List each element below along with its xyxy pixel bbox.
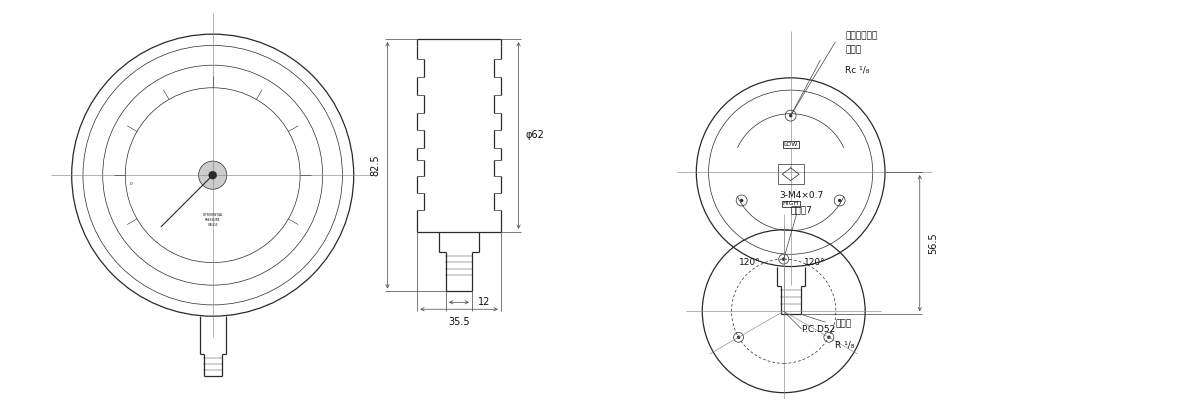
Text: HIGH: HIGH (782, 202, 799, 206)
Circle shape (789, 114, 792, 117)
Text: 120°: 120° (804, 258, 825, 267)
Text: φ62: φ62 (526, 130, 544, 140)
Text: R ¹/₈: R ¹/₈ (835, 340, 854, 349)
Circle shape (828, 336, 830, 339)
Circle shape (782, 258, 785, 260)
Text: Rc ¹/₈: Rc ¹/₈ (846, 66, 870, 75)
Text: 56.5: 56.5 (927, 232, 938, 254)
Text: 高圧側: 高圧側 (835, 319, 852, 328)
Text: 低圧側: 低圧側 (846, 45, 861, 54)
Text: 固定用ねじ穴: 固定用ねじ穴 (846, 32, 877, 41)
Text: 120°: 120° (739, 258, 761, 267)
Text: 12: 12 (478, 297, 490, 307)
Circle shape (839, 199, 841, 202)
Circle shape (740, 199, 743, 202)
Circle shape (208, 171, 217, 179)
Text: LOW: LOW (783, 142, 798, 147)
Circle shape (737, 336, 740, 339)
Text: 82.5: 82.5 (370, 154, 381, 176)
Text: ねじ淸7: ねじ淸7 (791, 205, 812, 214)
Text: DIFFERENTIAL
PRESSURE
GAUGE: DIFFERENTIAL PRESSURE GAUGE (202, 213, 223, 227)
Text: 35.5: 35.5 (448, 317, 470, 327)
Circle shape (199, 161, 226, 189)
Text: 3-M4×0.7: 3-M4×0.7 (780, 191, 824, 200)
Text: P.C.D52: P.C.D52 (801, 324, 836, 334)
Text: 0: 0 (129, 182, 132, 186)
